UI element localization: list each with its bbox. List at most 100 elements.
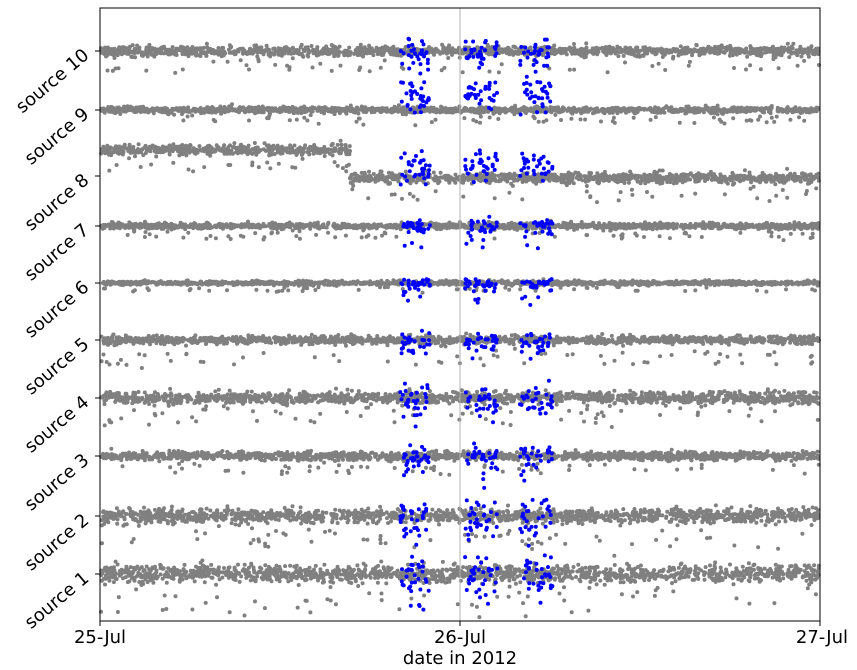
data-point (365, 521, 370, 526)
data-point (743, 519, 748, 524)
data-point (806, 507, 811, 512)
data-point (802, 471, 807, 476)
data-point (230, 517, 235, 522)
data-point (734, 596, 739, 601)
data-point (506, 568, 510, 573)
data-point (101, 576, 106, 581)
data-point (203, 600, 208, 605)
data-point (776, 546, 781, 551)
data-point (529, 467, 534, 472)
data-point (222, 566, 226, 570)
data-point (351, 451, 356, 456)
data-point (473, 506, 478, 511)
data-point (277, 579, 282, 584)
data-point (763, 523, 768, 528)
data-point (136, 390, 141, 394)
data-point (810, 505, 815, 510)
data-point (205, 565, 210, 570)
data-point (273, 451, 278, 456)
data-point (352, 519, 357, 524)
data-point (231, 572, 236, 577)
data-point (765, 449, 770, 454)
data-point (218, 450, 223, 455)
data-point (748, 575, 753, 580)
data-point (747, 601, 752, 606)
data-point (498, 569, 503, 574)
data-point (327, 528, 332, 533)
data-point (492, 389, 496, 394)
data-point (660, 528, 665, 533)
data-point (635, 519, 640, 524)
data-point (692, 520, 697, 525)
data-point (378, 537, 383, 542)
data-point (559, 511, 563, 516)
data-point (814, 455, 819, 460)
data-point (392, 466, 397, 470)
data-point (304, 598, 309, 603)
data-point (693, 564, 698, 569)
data-point (338, 572, 343, 577)
data-point (444, 514, 449, 518)
data-point (359, 507, 364, 512)
data-point (140, 579, 145, 584)
data-point (563, 541, 568, 546)
data-point (299, 521, 304, 526)
data-point (679, 569, 684, 574)
data-point (553, 576, 558, 581)
data-point (124, 522, 129, 527)
data-point (265, 514, 270, 519)
data-point (309, 448, 314, 453)
data-point (773, 458, 778, 463)
data-point (694, 573, 699, 578)
data-point (778, 510, 783, 515)
data-point (389, 519, 393, 524)
data-point (274, 563, 279, 568)
data-point (530, 541, 535, 546)
data-point (640, 450, 645, 455)
data-point (723, 518, 728, 523)
data-point (665, 509, 670, 514)
data-point (770, 467, 775, 472)
data-point (612, 563, 617, 567)
data-point (789, 459, 794, 463)
data-point (642, 518, 647, 523)
data-point (186, 451, 191, 456)
data-point (365, 465, 370, 470)
data-point (723, 575, 728, 580)
data-point (477, 615, 482, 620)
data-point (701, 513, 706, 518)
data-point (345, 515, 350, 520)
data-point (670, 581, 674, 586)
data-point (305, 518, 310, 523)
data-point (804, 578, 809, 583)
data-point (134, 587, 139, 592)
data-point (781, 576, 786, 581)
data-point (672, 575, 677, 580)
data-point (239, 457, 243, 462)
data-point (384, 575, 389, 580)
data-point (534, 572, 539, 576)
data-point (345, 577, 350, 582)
data-point (754, 506, 759, 511)
data-point (194, 564, 198, 569)
data-point (226, 508, 231, 513)
data-point (408, 573, 413, 578)
data-point (512, 567, 517, 572)
data-point (460, 509, 465, 513)
data-point (785, 571, 790, 576)
data-point (588, 569, 592, 573)
data-point (443, 580, 448, 585)
data-point (321, 573, 326, 578)
data-point (116, 595, 121, 600)
data-point (189, 574, 194, 579)
data-point (244, 457, 249, 462)
data-point (148, 568, 153, 573)
data-point (482, 534, 487, 539)
data-point (774, 567, 779, 571)
data-point (751, 567, 756, 572)
data-point (434, 516, 439, 521)
data-point (632, 467, 637, 472)
data-point (513, 581, 518, 586)
data-point (249, 514, 254, 519)
data-point (708, 563, 712, 568)
